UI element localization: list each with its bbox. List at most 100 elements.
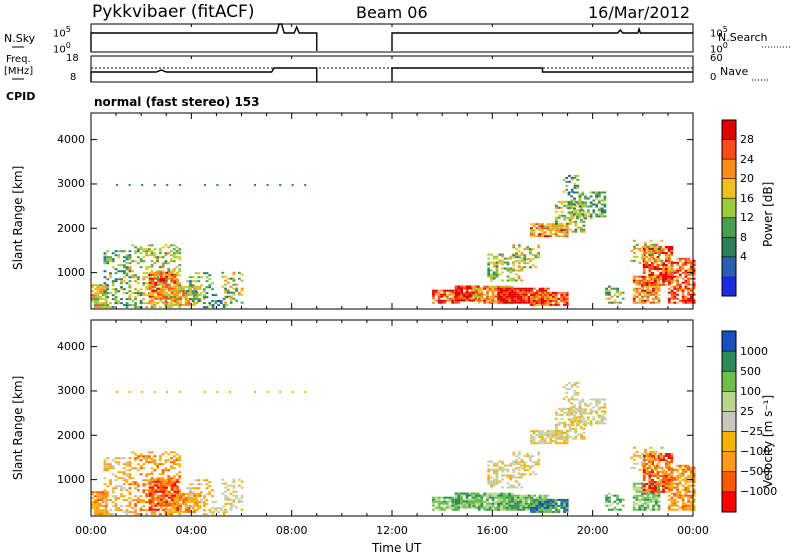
power-cell (522, 287, 525, 290)
power-cell (641, 255, 645, 258)
power-cell (648, 278, 652, 280)
velocity-cell (154, 490, 157, 493)
power-cell (162, 293, 166, 296)
power-cell (543, 235, 547, 238)
power-cell (538, 225, 541, 228)
power-cell (497, 295, 501, 298)
velocity-cell (508, 494, 512, 497)
power-cell (567, 203, 571, 206)
power-cell (673, 291, 677, 294)
power-cell (102, 290, 105, 293)
velocity-cell (512, 461, 516, 464)
power-cell (535, 223, 539, 226)
power-cell (511, 291, 514, 294)
velocity-cell (645, 455, 649, 457)
power-cell (687, 297, 690, 300)
velocity-cell (670, 500, 674, 503)
power-cell (664, 248, 668, 250)
velocity-cell (571, 413, 575, 416)
velocity-cell (527, 506, 531, 509)
power-cell (167, 270, 171, 273)
velocity-cell (193, 492, 196, 495)
power-cell (161, 246, 165, 249)
power-cell (684, 279, 688, 282)
power-cell (128, 270, 132, 273)
velocity-cell (232, 498, 236, 501)
velocity-cell (506, 476, 510, 479)
velocity-cell (656, 475, 660, 477)
power-cell (635, 281, 639, 284)
power-cell (165, 283, 168, 286)
velocity-cell (474, 492, 477, 495)
power-cell (543, 301, 547, 304)
power-cell (560, 235, 564, 238)
power-cell (522, 291, 525, 294)
power-cell (648, 272, 652, 274)
power-colorbar-swatch (722, 120, 736, 141)
velocity-cell (501, 468, 504, 471)
power-cell (120, 298, 123, 301)
velocity-cell (530, 438, 533, 441)
velocity-cell (546, 504, 550, 507)
power-cell (549, 233, 553, 236)
velocity-cell (487, 460, 491, 463)
velocity-cell (664, 479, 668, 481)
velocity-cell (516, 496, 520, 499)
velocity-cell (563, 498, 566, 501)
velocity-cell (526, 465, 529, 468)
power-cell (454, 295, 458, 298)
velocity-cell (522, 500, 525, 503)
velocity-cell (517, 466, 521, 469)
velocity-cell (502, 508, 506, 511)
power-cell (570, 215, 574, 218)
power-cell (229, 301, 233, 304)
power-cell (114, 300, 118, 303)
power-cell (635, 279, 639, 282)
velocity-cell (487, 476, 491, 479)
velocity-cell (134, 459, 137, 462)
velocity-cell (648, 485, 652, 487)
nave-label: Nave (720, 65, 749, 78)
velocity-cell (554, 502, 558, 505)
power-cell (565, 299, 569, 302)
power-cell (646, 299, 650, 302)
velocity-cell (96, 493, 100, 496)
velocity-cell (515, 467, 518, 470)
velocity-cell (162, 486, 166, 489)
velocity-cell (190, 500, 194, 503)
velocity-cell (582, 423, 586, 426)
power-colorbar-swatch (722, 198, 736, 219)
velocity-cell (670, 468, 674, 471)
power-cell (635, 289, 639, 292)
power-cell (568, 204, 572, 207)
power-cell (164, 282, 168, 285)
velocity-cell (106, 499, 110, 502)
power-cell (506, 261, 510, 264)
power-cell (573, 203, 576, 206)
velocity-cell (581, 410, 585, 413)
velocity-cell (652, 504, 655, 507)
velocity-cell (679, 474, 682, 477)
power-cell (520, 252, 524, 255)
power-cell (546, 291, 550, 294)
power-cell (684, 297, 688, 300)
power-cell (194, 302, 198, 305)
power-cell (457, 299, 461, 302)
power-cell (465, 285, 469, 288)
velocity-cell (642, 459, 646, 461)
power-cell (681, 271, 685, 274)
velocity-cell (232, 480, 236, 483)
power-cell (632, 295, 636, 298)
power-cell (474, 285, 477, 288)
velocity-cell (117, 507, 121, 510)
velocity-cell (99, 495, 103, 498)
power-cell (644, 245, 647, 248)
velocity-cell (613, 494, 617, 497)
power-cell (549, 297, 553, 300)
velocity-cell (501, 460, 504, 463)
velocity-cell (538, 500, 541, 503)
velocity-cell (670, 504, 674, 507)
velocity-cell (508, 508, 512, 511)
velocity-cell (673, 508, 677, 511)
power-cell (506, 257, 510, 260)
